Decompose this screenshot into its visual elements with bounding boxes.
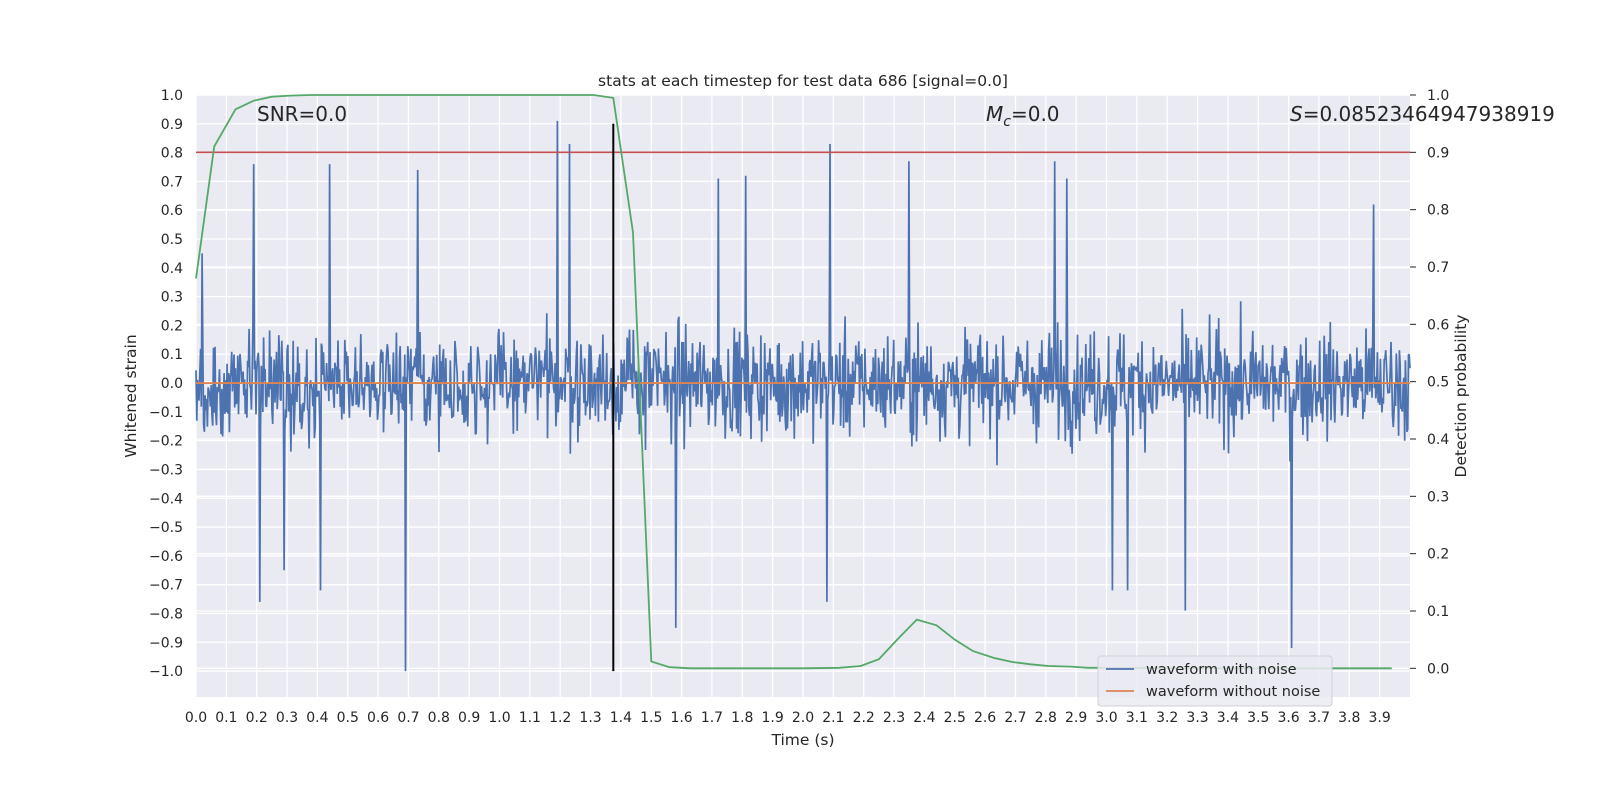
y-tick-label: −0.4 <box>149 491 183 507</box>
y-tick-label: 0.0 <box>161 376 183 392</box>
x-tick-label: 2.2 <box>853 710 875 726</box>
x-tick-label: 3.3 <box>1186 710 1208 726</box>
x-tick-label: 1.0 <box>488 710 510 726</box>
x-tick-label: 0.1 <box>215 710 237 726</box>
axis-ticks: 0.0 0.1 0.2 0.3 0.4 0.5 0.6 0.7 0.8 0.9 1.0 1.1 1.2 1… <box>149 88 1449 726</box>
x-tick-label: 0.3 <box>276 710 298 726</box>
x-tick-label: 1.5 <box>640 710 662 726</box>
legend-label-waveform-without-noise: waveform without noise <box>1146 684 1320 700</box>
y2-tick-label: 0.5 <box>1427 375 1449 391</box>
waveform-with-noise-line <box>195 120 1411 672</box>
s-annotation: S=0.08523464947938919 <box>1290 102 1555 126</box>
y2-tick-label: 0.1 <box>1427 604 1449 620</box>
x-tick-label: 1.6 <box>670 710 692 726</box>
x-tick-label: 0.4 <box>306 710 328 726</box>
mc-annotation: Mc=0.0 <box>986 102 1060 130</box>
waveform-with-noise-series <box>195 120 1411 672</box>
y2-axis-label: Detection probability <box>1452 315 1470 478</box>
x-tick-label: 0.9 <box>458 710 480 726</box>
x-tick-label: 0.7 <box>397 710 419 726</box>
x-tick-label: 1.8 <box>731 710 753 726</box>
y-tick-label: −0.9 <box>149 635 183 651</box>
x-tick-label: 2.7 <box>1004 710 1026 726</box>
x-tick-label: 2.8 <box>1035 710 1057 726</box>
y-tick-label: 0.5 <box>161 232 183 248</box>
x-tick-label: 2.5 <box>944 710 966 726</box>
y-tick-label: 0.3 <box>161 290 183 306</box>
s-value: =0.08523464947938919 <box>1303 102 1555 126</box>
y2-tick-label: 0.4 <box>1427 432 1449 448</box>
y-tick-label: 0.9 <box>161 117 183 133</box>
x-tick-label: 0.6 <box>367 710 389 726</box>
x-tick-label: 3.8 <box>1338 710 1360 726</box>
y-tick-label: −0.2 <box>149 434 183 450</box>
x-tick-label: 1.4 <box>610 710 632 726</box>
chart-title: stats at each timestep for test data 686… <box>598 72 1008 90</box>
y-tick-label: 0.7 <box>161 174 183 190</box>
detection-probability-line <box>195 94 1392 670</box>
y2-tick-label: 0.7 <box>1427 260 1449 276</box>
legend-box <box>1097 655 1333 707</box>
x-tick-label: 2.4 <box>913 710 935 726</box>
x-tick-label: 3.0 <box>1095 710 1117 726</box>
x-tick-label: 0.8 <box>428 710 450 726</box>
y-tick-label: 0.8 <box>161 146 183 162</box>
y2-tick-label: 0.9 <box>1427 145 1449 161</box>
x-tick-label: 0.5 <box>337 710 359 726</box>
y-tick-label: 0.4 <box>161 261 183 277</box>
y-tick-label: −0.7 <box>149 578 183 594</box>
y-axis-label: Whitened strain <box>122 334 140 457</box>
y-tick-label: −1.0 <box>149 664 183 680</box>
x-tick-label: 3.2 <box>1156 710 1178 726</box>
y-tick-label: 0.6 <box>161 203 183 219</box>
x-tick-label: 0.0 <box>185 710 207 726</box>
y-tick-label: −0.3 <box>149 462 183 478</box>
legend-label-waveform-with-noise: waveform with noise <box>1146 662 1297 678</box>
snr-annotation: SNR=0.0 <box>257 102 347 126</box>
x-tick-label: 3.4 <box>1217 710 1239 726</box>
y-tick-label: −0.5 <box>149 520 183 536</box>
y-tick-label: 0.1 <box>161 347 183 363</box>
y2-tick-label: 0.6 <box>1427 317 1449 333</box>
y-tick-label: −0.8 <box>149 606 183 622</box>
x-axis-label: Time (s) <box>770 731 834 749</box>
y2-tick-label: 0.2 <box>1427 547 1449 563</box>
x-tick-label: 1.1 <box>519 710 541 726</box>
x-tick-label: 2.9 <box>1065 710 1087 726</box>
x-tick-label: 2.0 <box>792 710 814 726</box>
y-tick-label: −0.1 <box>149 405 183 421</box>
x-tick-label: 2.3 <box>883 710 905 726</box>
x-tick-label: 0.2 <box>246 710 268 726</box>
y-tick-label: −0.6 <box>149 549 183 565</box>
y-tick-label: 0.2 <box>161 318 183 334</box>
x-tick-label: 1.9 <box>762 710 784 726</box>
mc-value: =0.0 <box>1011 102 1060 126</box>
x-tick-label: 3.7 <box>1308 710 1330 726</box>
y2-tick-label: 0.0 <box>1427 661 1449 677</box>
y2-tick-label: 0.8 <box>1427 203 1449 219</box>
y2-tick-label: 0.3 <box>1427 489 1449 505</box>
legend: waveform with noise waveform without noi… <box>1097 655 1333 707</box>
x-tick-label: 3.1 <box>1126 710 1148 726</box>
y2-tick-label: 1.0 <box>1427 88 1449 104</box>
x-tick-label: 3.5 <box>1247 710 1269 726</box>
x-tick-label: 2.6 <box>974 710 996 726</box>
x-tick-label: 2.1 <box>822 710 844 726</box>
x-tick-label: 1.2 <box>549 710 571 726</box>
x-tick-label: 3.6 <box>1277 710 1299 726</box>
x-tick-label: 1.3 <box>579 710 601 726</box>
x-tick-label: 1.7 <box>701 710 723 726</box>
x-tick-label: 3.9 <box>1369 710 1391 726</box>
y-tick-label: 1.0 <box>161 88 183 104</box>
series-layer <box>195 94 1410 672</box>
